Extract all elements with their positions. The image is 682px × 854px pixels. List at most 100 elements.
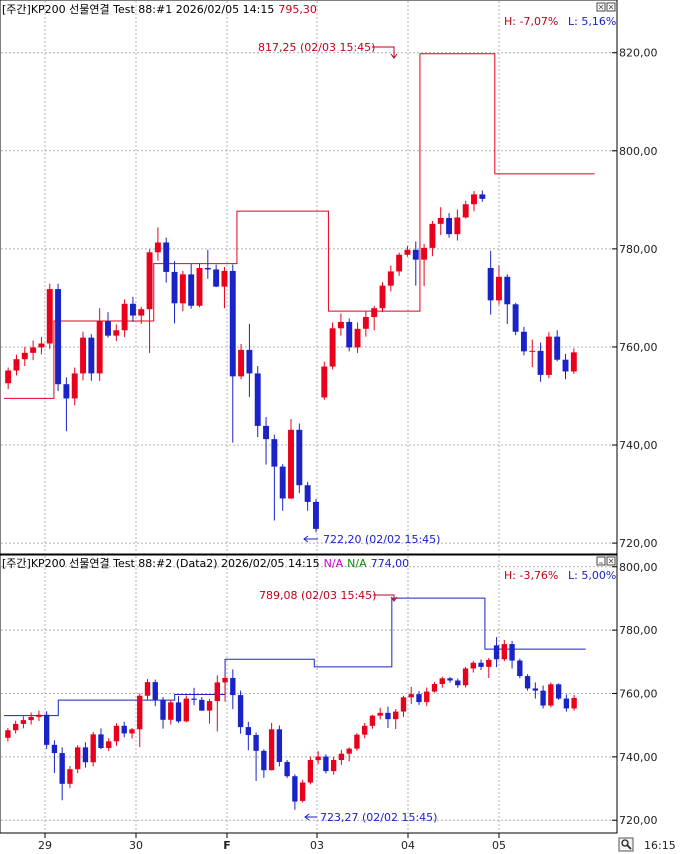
x-tick-label: 29 [38,839,52,852]
candle-body [214,682,220,702]
candle [379,282,386,313]
candle [113,324,120,342]
candle [429,220,436,257]
candle [46,283,53,349]
candle [63,377,70,432]
panel-2-header: [주간]KP200 선물연결 Test 88:#2 (Data2) 2026/0… [2,557,409,570]
panel-1-window-buttons[interactable] [596,2,616,12]
candle [5,728,11,742]
candle [496,265,502,305]
candle [446,213,453,238]
y-tick-label: 720,00 [619,537,658,550]
candle [245,721,252,751]
candle [393,709,399,729]
candle [323,754,329,774]
candle-body [82,747,89,763]
candle [106,738,112,752]
candle-body [113,725,120,742]
candle [431,682,438,693]
panel-1-low-annotation: 722,20 (02/02 15:45) [323,533,440,546]
candle [493,637,500,668]
candle [404,245,411,257]
y-tick-label: 820,00 [619,47,658,60]
candle [221,267,228,309]
candle [206,698,213,724]
normalize-glyph [598,4,604,10]
candle-body [5,370,12,384]
candle [563,694,570,712]
candle [292,774,298,810]
candle-body [222,677,228,683]
zoom-button[interactable] [618,837,634,852]
candle-body [121,725,127,734]
candle [385,706,391,729]
candle [38,337,45,355]
candle [509,640,515,669]
candle-body [237,695,244,728]
candle [268,722,275,771]
candle-body [67,769,73,784]
candle-body [288,429,294,499]
candle-body [555,684,562,699]
x-tick-label: 04 [401,839,415,852]
candle [478,659,484,671]
candle [13,354,20,376]
candle [121,721,127,738]
candle [75,745,81,774]
candle-body [529,350,536,352]
candle [408,686,414,704]
candle [80,331,86,381]
panel-2-high-percent: H: -3,76% [504,569,558,582]
x-tick-label: 03 [310,839,324,852]
candle-body [254,373,261,426]
candle-body [171,271,178,304]
candle [154,227,161,261]
candle [362,722,368,739]
panel-2-low-arrow [304,813,317,821]
x-axis-labels: 29 30 F 03 04 05 [38,833,506,852]
candle-body [416,694,422,703]
candle-body [400,697,407,712]
candle-body [486,659,492,667]
candle [396,252,403,276]
candle-body [5,730,11,738]
candle-body [271,439,278,467]
candle-body [221,270,228,287]
candle [276,725,283,767]
candle-body [163,242,170,272]
panel-1-y-axis: 720,00 740,00 760,00 780,00 800,00 820,00 [612,47,658,550]
panel-2-low-percent: L: 5,00% [568,569,616,582]
candle-body [188,274,195,306]
candle [254,366,261,438]
candle-body [354,328,361,348]
panel-2-window-buttons[interactable] [596,556,616,566]
panel-2-high-annotation: 789,08 (02/03 15:45) [259,589,376,602]
minimize-icon[interactable] [596,556,606,566]
candle [160,696,166,729]
candle [532,682,539,699]
candle [261,749,267,778]
candle-body [160,699,166,720]
candle-body [129,303,136,316]
y-tick-label: 800,00 [619,561,658,574]
candle [330,756,337,775]
candle-body [524,676,531,689]
candle [571,695,577,711]
candle [304,481,311,511]
candle [237,690,244,734]
candle [479,190,486,202]
candle [51,740,58,774]
candle-body [30,347,37,353]
candle [271,434,278,521]
candle-body [307,760,314,783]
candle [416,690,422,705]
candle-body [129,729,135,734]
candle-body [196,267,203,306]
candle-body [354,734,360,749]
candle [188,264,195,309]
candle [90,731,96,767]
candle-body [520,331,527,352]
candle [144,678,151,701]
panel-1-high-arrow [372,46,398,59]
candle-body [88,337,95,374]
